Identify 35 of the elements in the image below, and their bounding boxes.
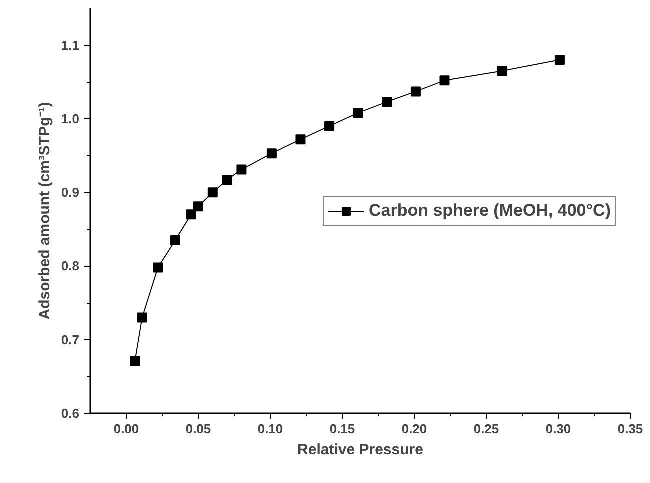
point: [153, 262, 164, 273]
point: [137, 312, 148, 323]
x-tick-label: 0.30: [546, 422, 572, 436]
point: [410, 86, 421, 97]
x-tick-label: 0.25: [474, 422, 500, 436]
x-tick-label: 0.05: [186, 422, 212, 436]
point: [266, 148, 277, 159]
y-tick-label: 0.9: [61, 185, 80, 200]
y-tick-label: 0.6: [61, 406, 80, 421]
x-tick-label: 0.15: [330, 422, 356, 436]
x-tick-label: 0.20: [402, 422, 428, 436]
point: [382, 97, 392, 108]
point: [130, 356, 140, 366]
point: [324, 121, 335, 132]
point: [236, 164, 247, 175]
x-tick-label: 0.10: [258, 422, 284, 436]
x-tick-label: 0.35: [618, 422, 644, 436]
x-tick-label: 0.00: [114, 422, 140, 436]
y-tick-label: 1.0: [61, 111, 80, 126]
point: [554, 55, 565, 66]
legend-label: Carbon sphere (MeOH, 400°C): [368, 200, 611, 220]
point: [222, 175, 232, 186]
y-tick-label: 0.7: [61, 332, 80, 348]
point: [497, 66, 508, 76]
point: [194, 202, 204, 212]
y-axis-title: Adsorbed amount (cm³STPg⁻¹): [36, 102, 54, 320]
point: [353, 108, 364, 118]
y-tick-label: 1.1: [61, 38, 80, 53]
point: [170, 235, 180, 246]
point: [296, 134, 306, 145]
point: [440, 76, 450, 86]
x-axis-title: Relative Pressure: [298, 442, 424, 458]
point: [208, 188, 218, 198]
point: [186, 210, 196, 220]
y-tick-label: 0.8: [61, 258, 80, 274]
